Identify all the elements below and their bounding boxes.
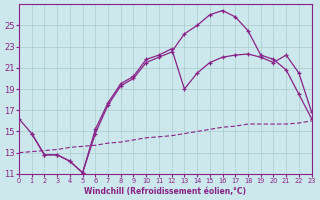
X-axis label: Windchill (Refroidissement éolien,°C): Windchill (Refroidissement éolien,°C)	[84, 187, 246, 196]
